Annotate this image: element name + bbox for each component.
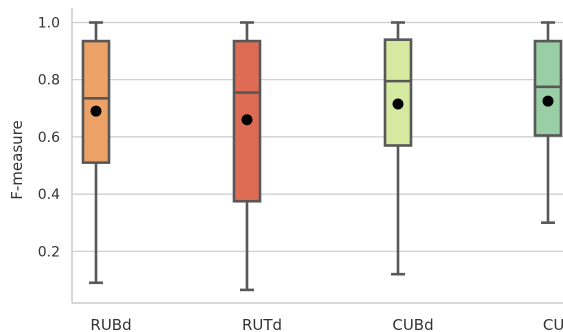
y-tick-label: 0.2 xyxy=(38,244,60,260)
x-tick-label: CUBd xyxy=(392,316,433,332)
box-body xyxy=(533,39,563,137)
labels: 0.2 0.4 0.6 0.8 1.0 RUBd RUTd CUBd CUTd xyxy=(38,16,563,332)
box-body xyxy=(383,38,413,147)
x-tick-label: RUTd xyxy=(242,316,282,332)
y-tick-label: 1.0 xyxy=(38,16,60,32)
mean-marker xyxy=(542,95,554,107)
boxes xyxy=(81,21,563,292)
grid-lines xyxy=(72,21,563,252)
box-rubd xyxy=(81,21,111,285)
x-tick-label: RUBd xyxy=(90,316,131,332)
mean-marker xyxy=(241,114,253,126)
y-tick-label: 0.6 xyxy=(38,130,60,146)
box-cutd xyxy=(533,21,563,224)
y-axis-title: F-measure xyxy=(8,120,26,199)
y-tick-label: 0.4 xyxy=(38,187,60,203)
axes xyxy=(71,8,563,304)
x-tick-label: CUTd xyxy=(543,316,563,332)
box-cubd xyxy=(383,21,413,276)
mean-marker xyxy=(90,105,102,117)
mean-marker xyxy=(392,98,404,110)
box-body xyxy=(81,39,111,164)
y-tick-label: 0.8 xyxy=(38,73,60,89)
box-rutd xyxy=(232,21,262,292)
